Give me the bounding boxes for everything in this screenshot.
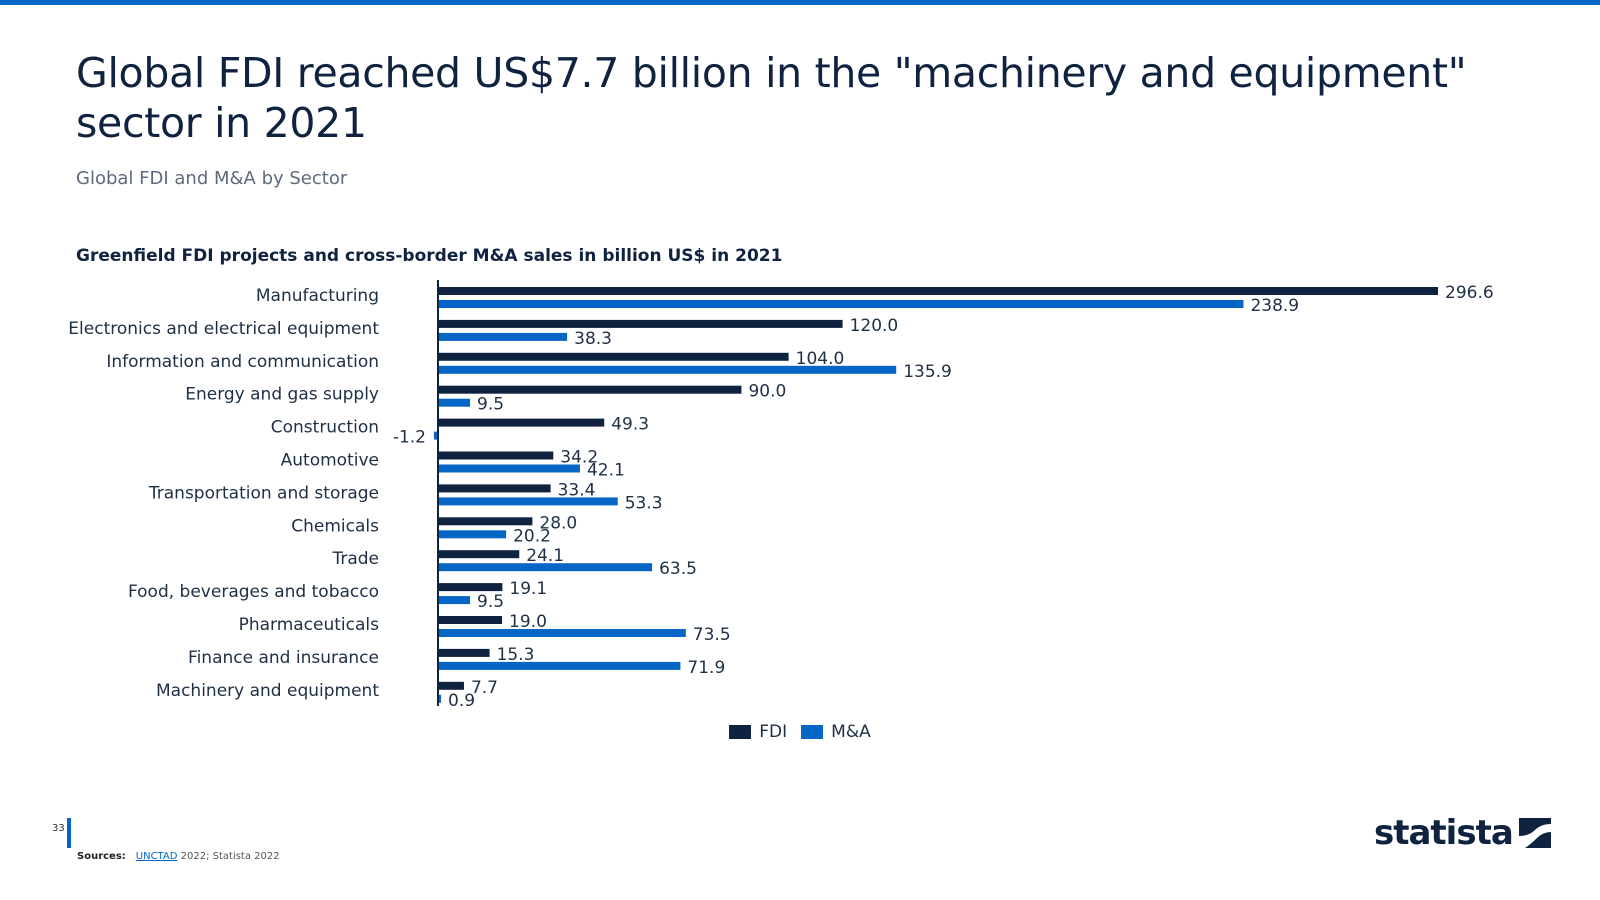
bar-ma-electronics-and-electrical-equipment: [438, 332, 568, 341]
sources-label: Sources:: [77, 851, 126, 862]
value-label-fdi-finance-and-insurance: 15.3: [497, 645, 535, 665]
bar-ma-food-beverages-and-tobacco: [438, 596, 471, 605]
category-label-food-beverages-and-tobacco: Food, beverages and tobacco: [128, 582, 379, 602]
value-label-ma-energy-and-gas-supply: 9.5: [477, 395, 504, 415]
top-accent-bar: [0, 0, 1600, 5]
bar-ma-finance-and-insurance: [438, 661, 681, 670]
value-label-ma-machinery-and-equipment: 0.9: [448, 691, 475, 711]
bar-ma-construction: [433, 431, 438, 440]
legend-swatch-fdi: [729, 725, 752, 739]
category-label-construction: Construction: [271, 418, 379, 438]
bar-ma-automotive: [438, 464, 580, 473]
bar-ma-manufacturing: [438, 300, 1244, 308]
chart-legend: FDI M&A: [0, 719, 1600, 745]
sources-line: Sources: UNCTAD 2022; Statista 2022: [77, 851, 280, 862]
value-label-ma-construction: -1.2: [393, 428, 426, 448]
category-label-trade: Trade: [331, 549, 379, 569]
bar-ma-transportation-and-storage: [438, 497, 618, 506]
value-label-ma-manufacturing: 238.9: [1250, 296, 1299, 316]
bar-chart: Manufacturing 296.6 238.9 Electronics and e…: [68, 280, 1494, 711]
value-label-fdi-automotive: 34.2: [560, 448, 598, 468]
bar-fdi-manufacturing: [438, 287, 1438, 295]
sources-rest: 2022; Statista 2022: [177, 851, 280, 862]
logo-wordmark: statista: [1374, 813, 1514, 853]
page-number: 33: [52, 823, 65, 834]
value-label-ma-pharmaceuticals: 73.5: [693, 625, 731, 645]
bar-fdi-energy-and-gas-supply: [438, 385, 742, 394]
value-label-fdi-chemicals: 28.0: [539, 513, 577, 533]
legend-swatch-ma: [801, 725, 824, 739]
category-label-pharmaceuticals: Pharmaceuticals: [239, 615, 380, 635]
legend-label-ma: M&A: [831, 722, 871, 742]
category-label-finance-and-insurance: Finance and insurance: [188, 648, 379, 668]
value-label-fdi-construction: 49.3: [611, 415, 649, 435]
value-label-ma-electronics-and-electrical-equipment: 38.3: [574, 329, 612, 349]
bar-fdi-construction: [438, 418, 605, 427]
value-label-fdi-energy-and-gas-supply: 90.0: [748, 382, 786, 402]
category-label-machinery-and-equipment: Machinery and equipment: [156, 681, 379, 701]
bar-fdi-food-beverages-and-tobacco: [438, 583, 503, 592]
category-label-transportation-and-storage: Transportation and storage: [148, 483, 379, 503]
bar-ma-chemicals: [438, 530, 507, 539]
chart-title: Greenfield FDI projects and cross-border…: [76, 246, 783, 266]
category-label-energy-and-gas-supply: Energy and gas supply: [185, 385, 379, 405]
value-label-fdi-electronics-and-electrical-equipment: 120.0: [850, 316, 899, 336]
category-label-chemicals: Chemicals: [291, 516, 379, 536]
bar-fdi-transportation-and-storage: [438, 484, 551, 493]
value-label-ma-automotive: 42.1: [587, 461, 625, 481]
value-label-ma-chemicals: 20.2: [513, 526, 551, 546]
bar-ma-information-and-communication: [438, 365, 897, 374]
category-label-manufacturing: Manufacturing: [256, 286, 379, 306]
bar-ma-trade: [438, 563, 653, 572]
value-label-ma-finance-and-insurance: 71.9: [687, 658, 725, 678]
value-label-fdi-transportation-and-storage: 33.4: [558, 480, 596, 500]
page-title: Global FDI reached US$7.7 billion in the…: [76, 49, 1467, 147]
value-label-fdi-food-beverages-and-tobacco: 19.1: [509, 579, 547, 599]
logo-mark-icon: [1518, 818, 1551, 848]
bar-fdi-trade: [438, 550, 520, 559]
bar-fdi-chemicals: [438, 517, 533, 526]
value-label-fdi-pharmaceuticals: 19.0: [509, 612, 547, 632]
bar-fdi-finance-and-insurance: [438, 648, 490, 657]
legend-item-fdi[interactable]: FDI: [729, 722, 787, 742]
legend-label-fdi: FDI: [759, 722, 788, 742]
value-label-fdi-manufacturing: 296.6: [1445, 283, 1494, 303]
bar-fdi-automotive: [438, 451, 554, 460]
bar-ma-energy-and-gas-supply: [438, 398, 471, 407]
bar-fdi-pharmaceuticals: [438, 616, 503, 624]
bar-ma-machinery-and-equipment: [438, 694, 442, 703]
source-link-unctad[interactable]: UNCTAD: [135, 851, 178, 862]
bar-fdi-electronics-and-electrical-equipment: [438, 319, 843, 328]
page-subtitle: Global FDI and M&A by Sector: [76, 168, 348, 189]
bar-fdi-machinery-and-equipment: [438, 681, 464, 690]
category-label-information-and-communication: Information and communication: [106, 352, 379, 372]
value-label-ma-information-and-communication: 135.9: [903, 362, 952, 382]
value-label-fdi-information-and-communication: 104.0: [796, 349, 845, 369]
bar-fdi-information-and-communication: [438, 352, 789, 361]
value-label-fdi-trade: 24.1: [526, 546, 564, 566]
category-label-automotive: Automotive: [281, 451, 379, 471]
bar-ma-pharmaceuticals: [438, 629, 686, 637]
statista-logo[interactable]: statista: [1374, 815, 1551, 851]
value-label-ma-transportation-and-storage: 53.3: [625, 493, 663, 513]
category-label-electronics-and-electrical-equipment: Electronics and electrical equipment: [68, 319, 379, 339]
page-marker: [67, 818, 71, 848]
value-label-ma-trade: 63.5: [659, 559, 697, 579]
legend-item-ma[interactable]: M&A: [801, 722, 871, 742]
value-label-ma-food-beverages-and-tobacco: 9.5: [477, 592, 504, 612]
value-label-fdi-machinery-and-equipment: 7.7: [471, 678, 498, 698]
